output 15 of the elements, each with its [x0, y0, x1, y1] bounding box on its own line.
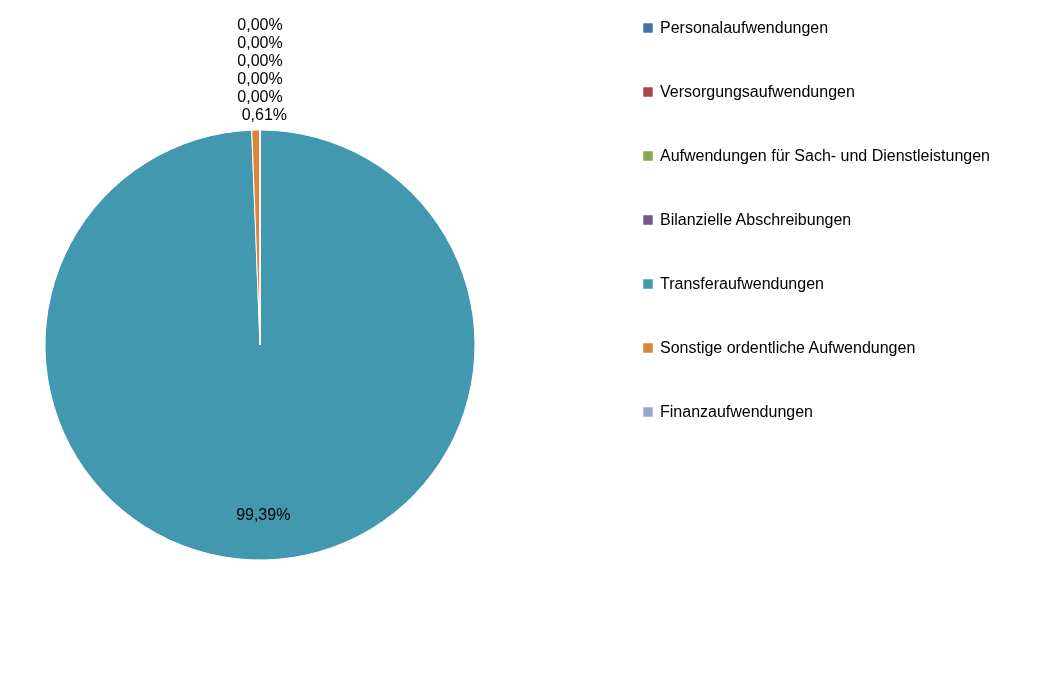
legend-label: Versorgungsaufwendungen: [660, 83, 855, 100]
pie-slice: [44, 129, 476, 561]
text: 0,00%: [237, 88, 283, 105]
legend-label: Aufwendungen für Sach- und Dienstleistungen: [660, 147, 990, 164]
legend-label: Personalaufwendungen: [660, 19, 829, 36]
legend-label: Bilanzielle Abschreibungen: [660, 211, 852, 228]
text: 0,00%: [237, 70, 283, 87]
text: 0,00%: [237, 52, 283, 69]
legend-label: Sonstige ordentliche Aufwendungen: [660, 339, 916, 356]
data-label: 99,39%: [236, 505, 291, 523]
text: 0,00%: [237, 34, 283, 51]
legend-label: Finanzaufwendungen: [660, 403, 814, 420]
text: 0,00%: [237, 16, 283, 33]
data-label: 0,61%: [241, 106, 288, 124]
legend-label: Transferaufwendungen: [660, 275, 824, 292]
